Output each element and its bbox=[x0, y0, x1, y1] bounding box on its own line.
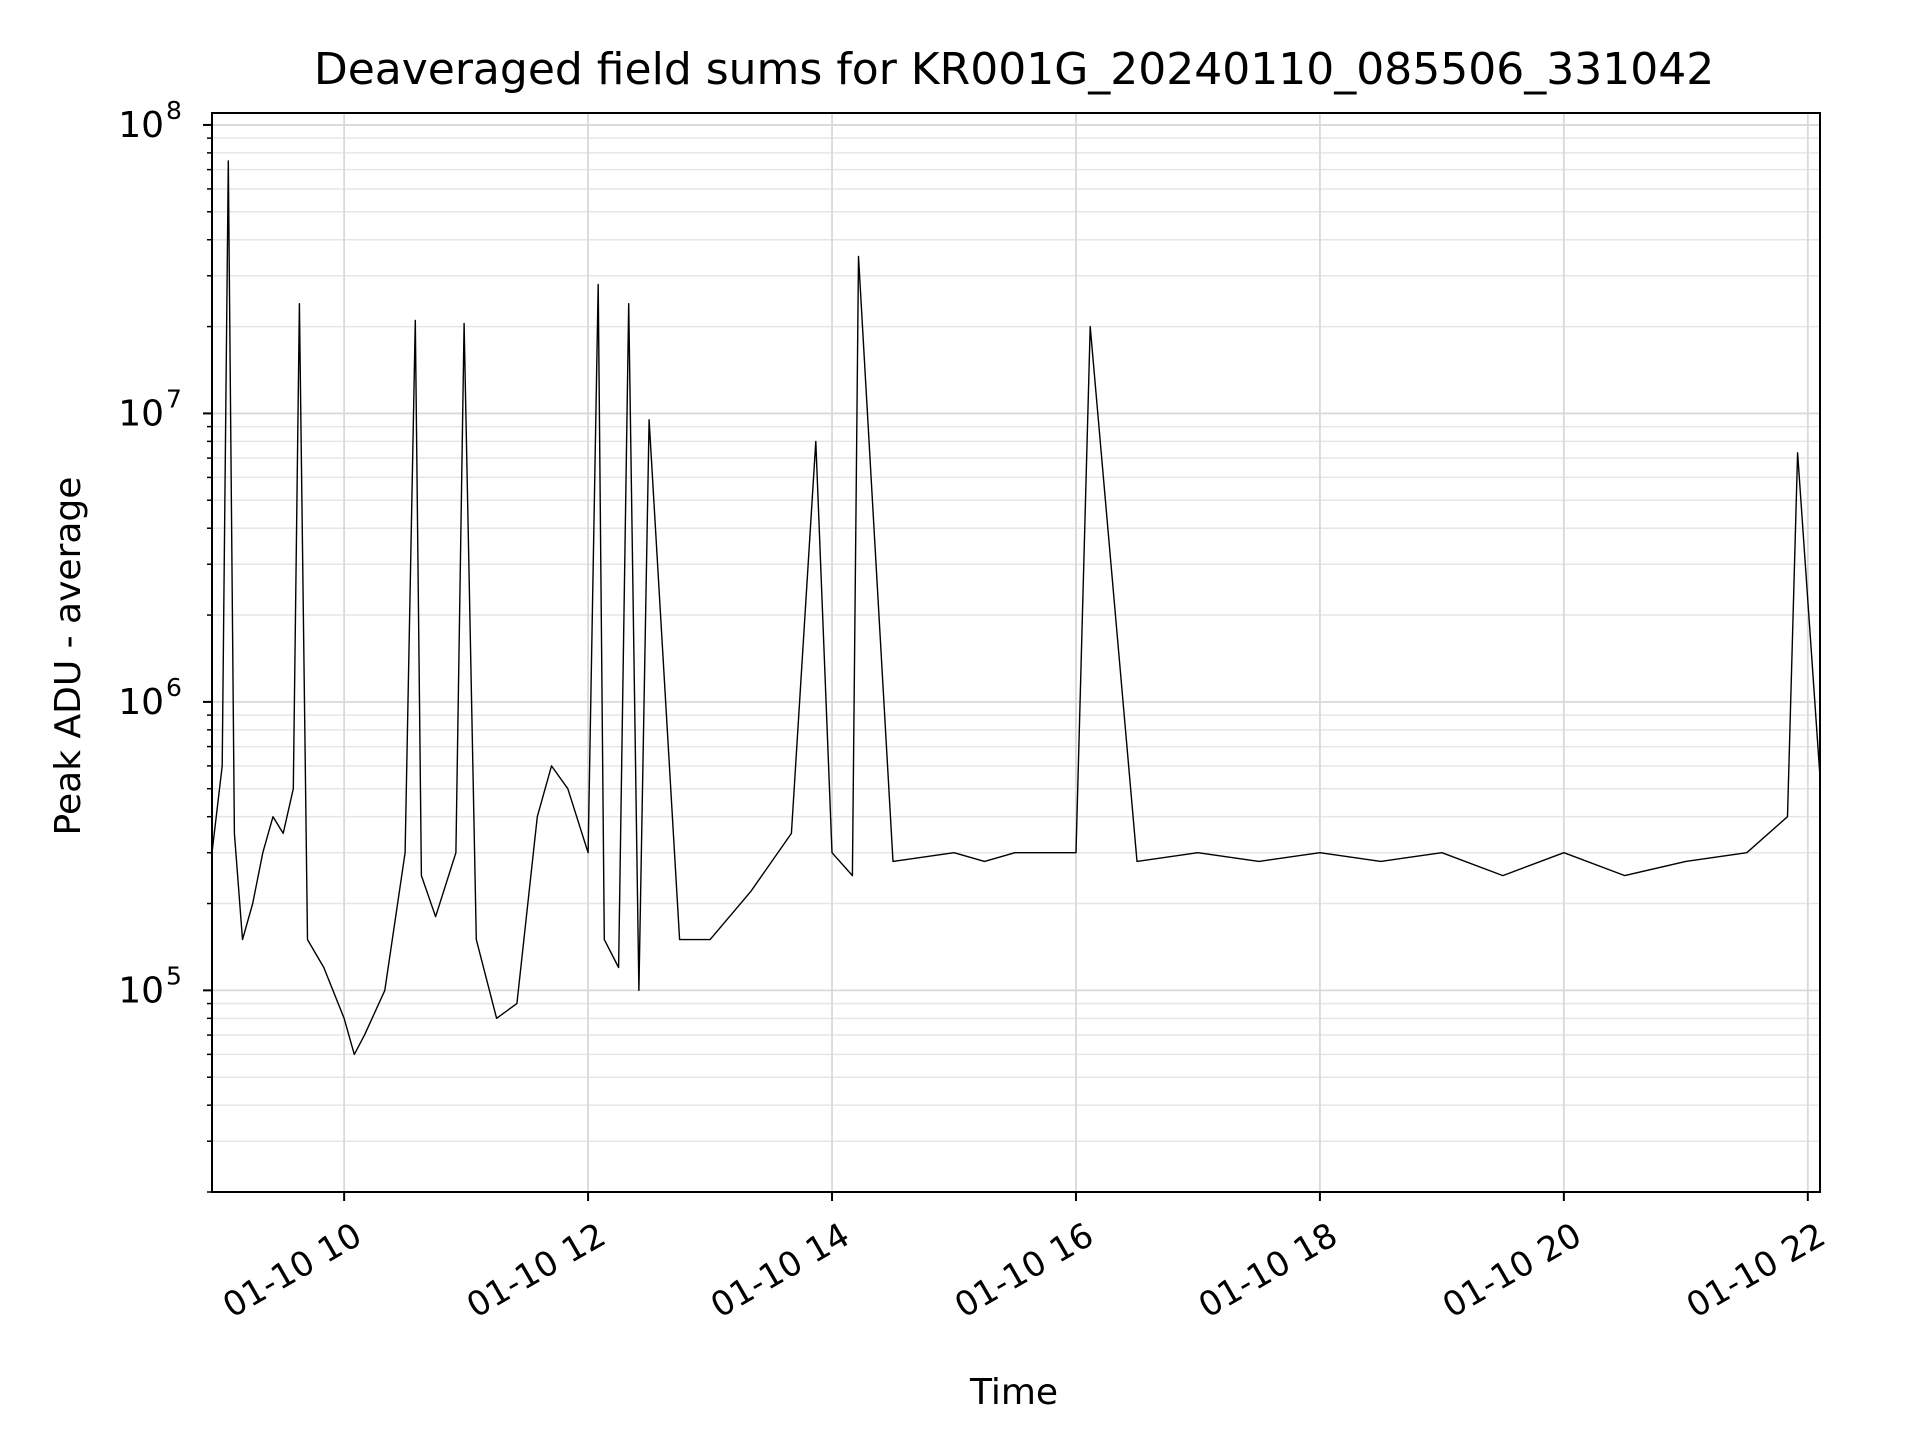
y-tick-label: 10 bbox=[118, 970, 164, 1011]
y-tick-exponent: 6 bbox=[166, 673, 182, 702]
y-tick-exponent: 5 bbox=[166, 961, 182, 990]
series-line bbox=[211, 160, 1821, 1056]
series-layer bbox=[211, 160, 1821, 1056]
y-tick-exponent: 8 bbox=[166, 96, 182, 125]
plot-frame bbox=[211, 112, 1821, 1193]
y-tick-label: 10 bbox=[118, 393, 164, 434]
y-tick-exponent: 7 bbox=[166, 384, 182, 413]
y-tick-label: 10 bbox=[118, 682, 164, 723]
y-tick-label: 10 bbox=[118, 105, 164, 146]
chart-title: Deaveraged field sums for KR001G_2024011… bbox=[314, 44, 1714, 95]
y-axis-label: Peak ADU - average bbox=[48, 477, 89, 836]
grid bbox=[212, 113, 1820, 1193]
x-axis-label: Time bbox=[969, 1372, 1058, 1413]
